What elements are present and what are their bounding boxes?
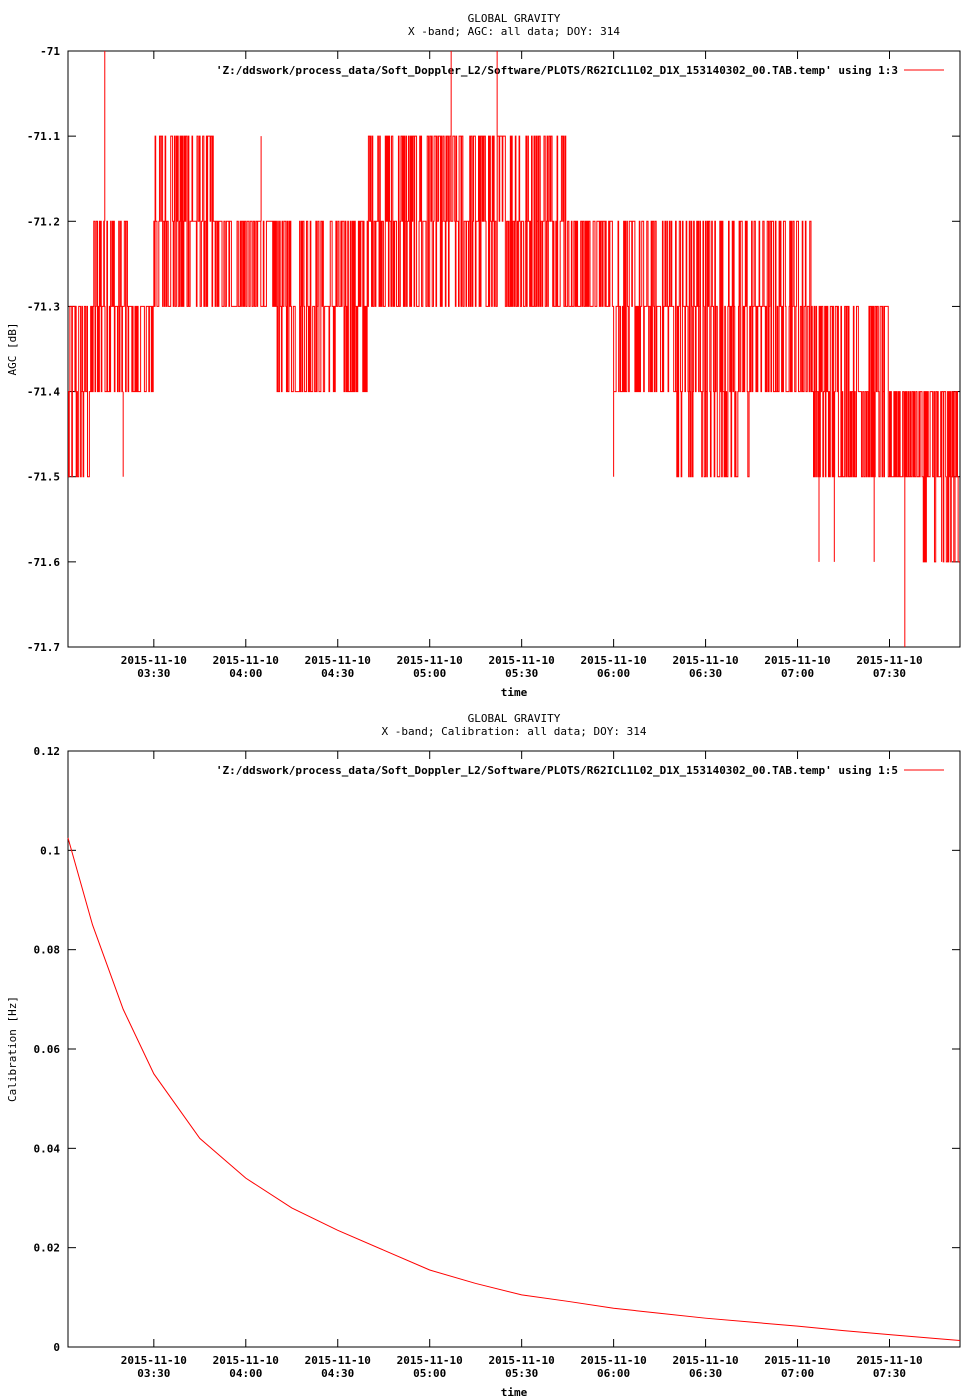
y-tick-label: 0.08 — [34, 944, 61, 957]
x-tick-date-label: 2015-11-10 — [581, 654, 647, 667]
x-tick-date-label: 2015-11-10 — [764, 654, 830, 667]
x-tick-date-label: 2015-11-10 — [121, 1354, 187, 1367]
x-tick-date-label: 2015-11-10 — [305, 654, 371, 667]
y-tick-label: -71.2 — [27, 215, 60, 228]
x-tick-time-label: 07:30 — [873, 1367, 906, 1380]
y-tick-label: 0.06 — [34, 1043, 61, 1056]
y-axis-label: Calibration [Hz] — [6, 996, 19, 1102]
x-tick-time-label: 06:00 — [597, 1367, 630, 1380]
x-tick-date-label: 2015-11-10 — [397, 1354, 463, 1367]
x-tick-date-label: 2015-11-10 — [672, 654, 738, 667]
legend-label: 'Z:/ddswork/process_data/Soft_Doppler_L2… — [216, 764, 898, 777]
chart-subtitle: X -band; Calibration: all data; DOY: 314 — [382, 725, 647, 738]
x-tick-date-label: 2015-11-10 — [672, 1354, 738, 1367]
x-tick-date-label: 2015-11-10 — [489, 654, 555, 667]
x-tick-date-label: 2015-11-10 — [856, 654, 922, 667]
x-tick-time-label: 05:00 — [413, 667, 446, 680]
legend-label: 'Z:/ddswork/process_data/Soft_Doppler_L2… — [216, 64, 898, 77]
y-tick-label: -71.3 — [27, 300, 60, 313]
x-tick-time-label: 07:00 — [781, 1367, 814, 1380]
y-tick-label: 0.1 — [40, 844, 60, 857]
chart-title: GLOBAL GRAVITY — [468, 12, 561, 25]
plot-frame — [67, 750, 961, 1348]
x-tick-time-label: 05:30 — [505, 667, 538, 680]
x-tick-date-label: 2015-11-10 — [581, 1354, 647, 1367]
x-tick-time-label: 03:30 — [137, 1367, 170, 1380]
x-tick-date-label: 2015-11-10 — [305, 1354, 371, 1367]
y-tick-label: 0.04 — [34, 1142, 61, 1155]
y-tick-label: -71.6 — [27, 556, 60, 569]
x-tick-time-label: 07:00 — [781, 667, 814, 680]
chart-title: GLOBAL GRAVITY — [468, 712, 561, 725]
plot-frame — [67, 50, 961, 648]
x-tick-date-label: 2015-11-10 — [213, 654, 279, 667]
x-tick-time-label: 04:00 — [229, 667, 262, 680]
x-tick-time-label: 05:00 — [413, 1367, 446, 1380]
x-tick-time-label: 05:30 — [505, 1367, 538, 1380]
x-tick-time-label: 06:30 — [689, 1367, 722, 1380]
x-tick-time-label: 06:30 — [689, 667, 722, 680]
x-tick-time-label: 04:30 — [321, 667, 354, 680]
y-tick-label: -71 — [40, 45, 60, 58]
y-tick-label: 0.02 — [34, 1242, 61, 1255]
y-tick-label: -71.4 — [27, 386, 60, 399]
x-tick-time-label: 04:00 — [229, 1367, 262, 1380]
x-axis-label: time — [501, 686, 528, 699]
x-tick-date-label: 2015-11-10 — [121, 654, 187, 667]
y-axis-label: AGC [dB] — [6, 323, 19, 376]
x-tick-date-label: 2015-11-10 — [213, 1354, 279, 1367]
y-tick-label: -71.5 — [27, 471, 60, 484]
x-tick-time-label: 03:30 — [137, 667, 170, 680]
series-line — [68, 51, 960, 647]
chart-subtitle: X -band; AGC: all data; DOY: 314 — [408, 25, 620, 38]
series-line — [67, 837, 961, 1342]
y-tick-label: -71.1 — [27, 130, 60, 143]
y-tick-label: -71.7 — [27, 641, 60, 654]
x-tick-date-label: 2015-11-10 — [397, 654, 463, 667]
x-tick-date-label: 2015-11-10 — [489, 1354, 555, 1367]
x-tick-date-label: 2015-11-10 — [856, 1354, 922, 1367]
y-tick-label: 0.12 — [34, 745, 61, 758]
x-tick-time-label: 07:30 — [873, 667, 906, 680]
x-tick-time-label: 06:00 — [597, 667, 630, 680]
x-axis-label: time — [501, 1386, 528, 1399]
y-tick-label: 0 — [53, 1341, 60, 1354]
x-tick-date-label: 2015-11-10 — [764, 1354, 830, 1367]
x-tick-time-label: 04:30 — [321, 1367, 354, 1380]
